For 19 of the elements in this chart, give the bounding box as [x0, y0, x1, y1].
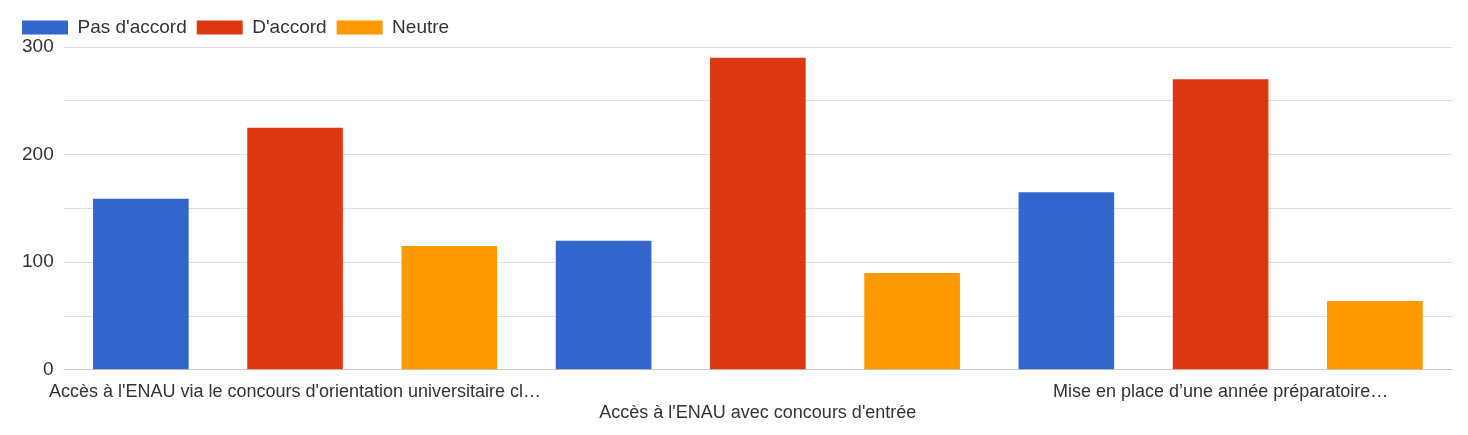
- x-tick-label: Accès à l'ENAU via le concours d'orientation universitaire cl…: [49, 380, 542, 401]
- y-tick-label: 200: [22, 142, 54, 164]
- bar: [93, 198, 189, 370]
- y-tick-label: 100: [22, 250, 54, 272]
- bar: [864, 272, 960, 370]
- legend-label: Neutre: [392, 15, 450, 37]
- bar: [401, 246, 498, 370]
- x-tick-label: Accès à l'ENAU avec concours d'entrée: [599, 402, 917, 423]
- bar: [1172, 79, 1269, 370]
- bar: [247, 127, 343, 370]
- x-tick-label: Mise en place d’une année préparatoire…: [1053, 380, 1389, 401]
- bar: [1018, 192, 1115, 370]
- legend-label: D'accord: [252, 15, 327, 37]
- y-tick-label: 300: [22, 35, 54, 57]
- legend-label: Pas d'accord: [77, 15, 187, 37]
- bar: [710, 57, 806, 370]
- y-tick-label: 0: [43, 358, 54, 380]
- bar: [555, 240, 652, 370]
- bar: [1327, 300, 1423, 370]
